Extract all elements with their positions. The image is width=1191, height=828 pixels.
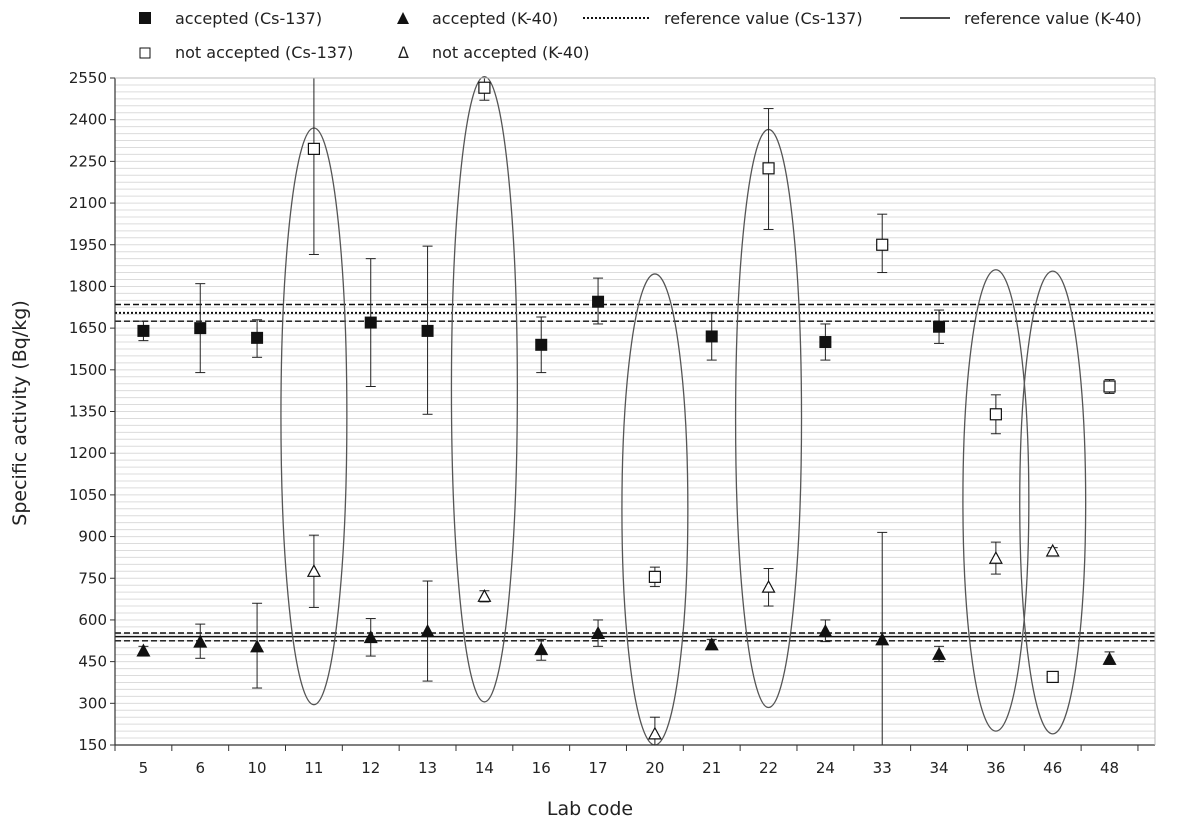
legend-label-ref-cs137: reference value (Cs-137)	[664, 9, 863, 28]
x-tick-label: 6	[195, 759, 205, 777]
point-not-accepted-k40	[647, 726, 662, 740]
point-not-accepted-cs137	[478, 81, 491, 94]
point-not-accepted-cs137	[762, 162, 775, 175]
y-tick-label: 600	[78, 611, 107, 629]
point-accepted-k40	[534, 642, 549, 656]
x-tick-label: 22	[759, 759, 778, 777]
legend-label-notaccepted-cs137: not accepted (Cs-137)	[175, 43, 353, 62]
x-tick-labels: 5 6 10 11 12 13 14 16 17 20 21 22 24 33 34 36 46 48	[139, 759, 1119, 777]
x-tick-label: 21	[702, 759, 721, 777]
x-tick-label: 16	[532, 759, 551, 777]
legend: accepted (Cs-137) accepted (K-40) refere…	[139, 9, 1142, 62]
point-not-accepted-cs137	[1103, 380, 1116, 393]
y-axis-title: Specific activity (Bq/kg)	[9, 300, 31, 525]
y-tick-label: 2550	[69, 69, 107, 87]
legend-marker-notaccepted-cs137	[139, 47, 151, 59]
legend-label-notaccepted-k40: not accepted (K-40)	[432, 43, 589, 62]
point-accepted-k40	[704, 637, 719, 651]
y-tick-label: 1350	[69, 403, 107, 421]
y-tick-label: 150	[78, 736, 107, 754]
x-axis-title: Lab code	[547, 798, 633, 820]
point-not-accepted-k40	[306, 564, 321, 577]
point-accepted-k40	[1102, 651, 1117, 665]
point-not-accepted-k40	[988, 550, 1003, 564]
point-accepted-cs137	[194, 322, 207, 335]
point-not-accepted-k40	[1045, 543, 1060, 557]
point-not-accepted-k40	[761, 579, 776, 593]
highlight-ellipse	[450, 75, 519, 703]
x-tick-label: 10	[248, 759, 267, 777]
y-tick-label: 750	[78, 569, 107, 587]
point-accepted-cs137	[819, 336, 832, 349]
x-tick-label: 13	[418, 759, 437, 777]
x-tick-label: 5	[139, 759, 149, 777]
point-accepted-k40	[932, 646, 947, 660]
point-accepted-k40	[136, 643, 151, 657]
y-tick-label: 1950	[69, 236, 107, 254]
point-accepted-cs137	[933, 320, 946, 333]
x-tick-label: 46	[1043, 759, 1062, 777]
y-tick-label: 1800	[69, 277, 107, 295]
point-not-accepted-cs137	[1046, 670, 1059, 684]
point-accepted-cs137	[251, 331, 264, 344]
point-not-accepted-k40	[477, 589, 492, 602]
highlight-ellipse	[962, 269, 1030, 732]
x-tick-label: 11	[304, 759, 323, 777]
legend-marker-accepted-cs137	[139, 12, 151, 24]
point-accepted-cs137	[535, 338, 548, 351]
point-accepted-k40	[420, 624, 435, 638]
y-tick-label: 300	[78, 694, 107, 712]
y-tick-labels: 150 300 450 600 750 900 1050 1200 1350 1500 1650 18…	[69, 69, 107, 754]
legend-label-accepted-k40: accepted (K-40)	[432, 9, 558, 28]
legend-marker-notaccepted-k40: Δ	[398, 43, 409, 62]
y-tick-label: 1500	[69, 361, 107, 379]
legend-marker-accepted-k40	[397, 12, 409, 24]
point-accepted-k40	[193, 634, 208, 648]
x-tick-label: 20	[645, 759, 664, 777]
legend-label-accepted-cs137: accepted (Cs-137)	[175, 9, 322, 28]
point-accepted-k40	[818, 624, 833, 638]
point-not-accepted-cs137	[648, 570, 661, 583]
x-tick-label: 17	[589, 759, 608, 777]
highlight-ellipse	[621, 273, 689, 746]
highlight-ellipse	[1019, 270, 1087, 735]
point-not-accepted-cs137	[876, 238, 889, 251]
y-tick-label: 1050	[69, 486, 107, 504]
legend-label-ref-k40: reference value (K-40)	[964, 9, 1142, 28]
point-accepted-k40	[363, 630, 378, 644]
reference-lines	[115, 303, 1155, 642]
y-tick-label: 1650	[69, 319, 107, 337]
x-tick-label: 34	[929, 759, 948, 777]
x-tick-label: 33	[873, 759, 892, 777]
y-tick-label: 900	[78, 528, 107, 546]
highlight-ellipses	[280, 75, 1087, 746]
point-accepted-cs137	[592, 295, 605, 308]
point-accepted-cs137	[364, 316, 377, 329]
point-accepted-cs137	[137, 324, 150, 337]
x-tick-label: 14	[475, 759, 494, 777]
point-not-accepted-cs137	[989, 408, 1002, 421]
y-tick-label: 2400	[69, 111, 107, 129]
y-tick-label: 1200	[69, 444, 107, 462]
point-accepted-k40	[591, 625, 606, 639]
point-accepted-cs137	[421, 324, 434, 337]
point-accepted-cs137	[705, 330, 718, 343]
point-not-accepted-cs137	[307, 142, 321, 155]
x-tick-label: 36	[986, 759, 1005, 777]
point-accepted-k40	[875, 632, 890, 646]
axes	[110, 77, 1156, 751]
y-tick-label: 450	[78, 653, 107, 671]
y-tick-label: 2250	[69, 152, 107, 170]
data-points	[136, 81, 1117, 740]
x-tick-label: 48	[1100, 759, 1119, 777]
point-accepted-k40	[250, 639, 265, 653]
y-tick-label: 2100	[69, 194, 107, 212]
x-tick-label: 24	[816, 759, 835, 777]
x-tick-label: 12	[361, 759, 380, 777]
